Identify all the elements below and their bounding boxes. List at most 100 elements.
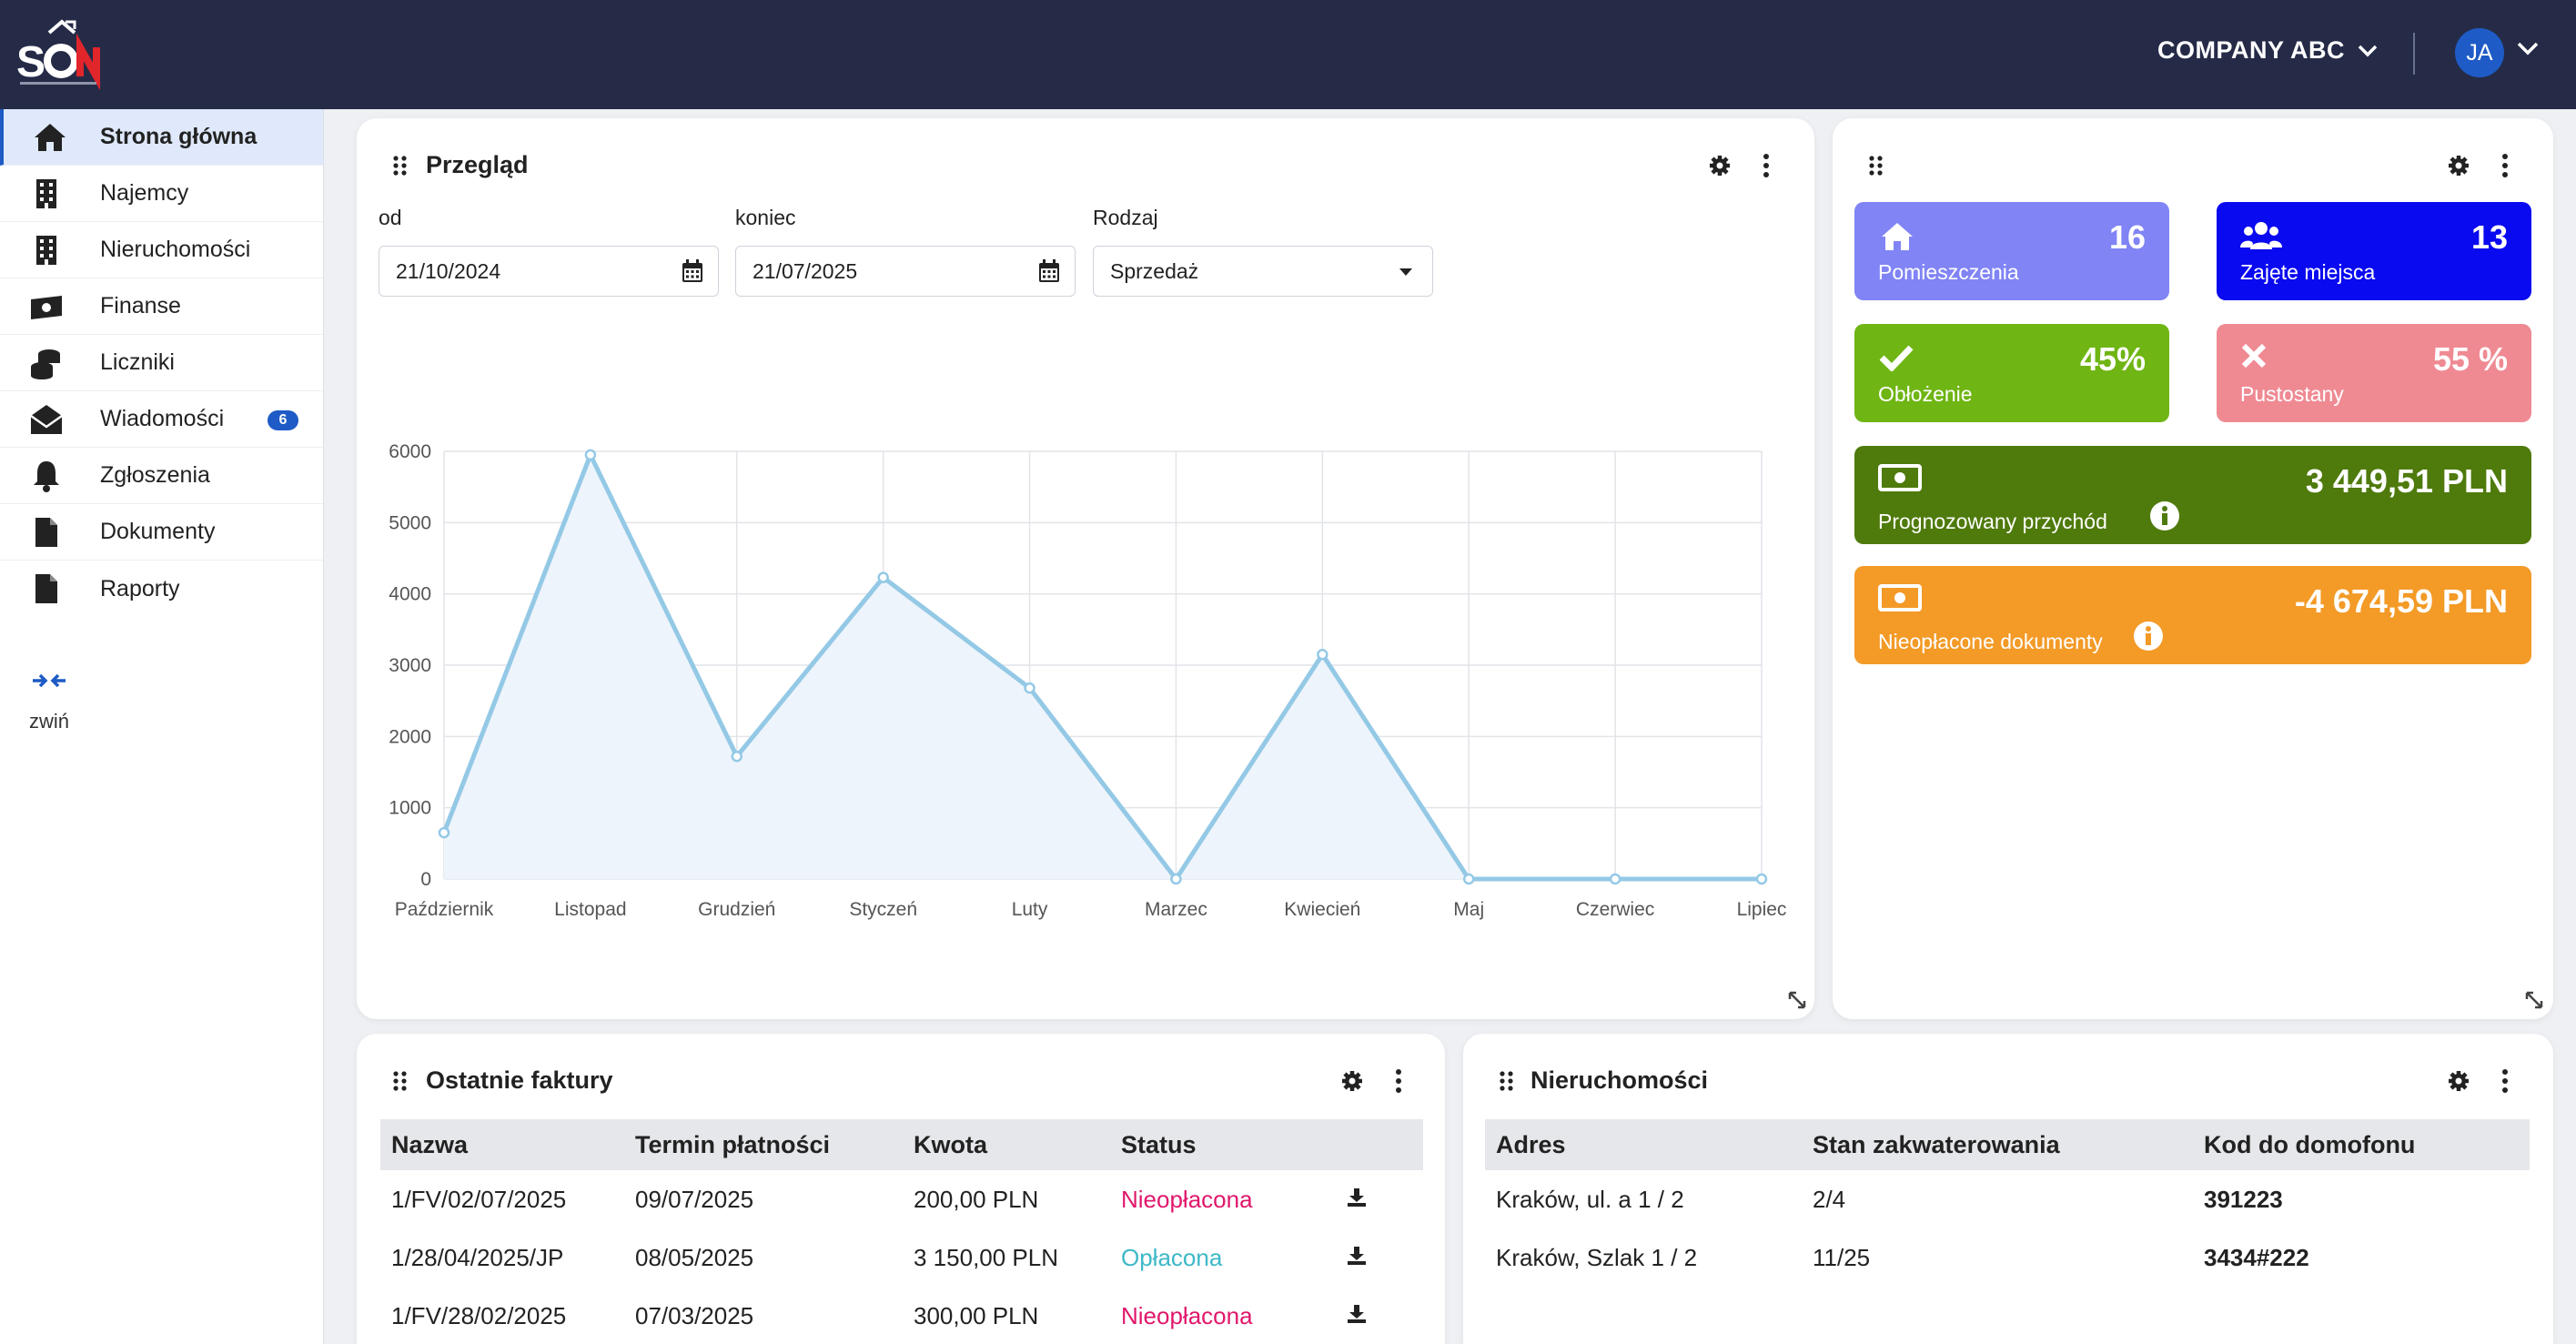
collapse-label[interactable]: zwiń [29,710,70,733]
y-tick-label: 2000 [389,726,431,747]
invoice-name: 1/28/04/2025/JP [391,1243,564,1271]
coins-icon [31,349,60,379]
column-header[interactable]: Stan zakwaterowania [1813,1119,2204,1170]
table-header-row: Adres Stan zakwaterowania Kod do domofon… [1485,1119,2530,1170]
occupied-value: 13 [2470,218,2508,256]
column-header[interactable]: Termin płatności [635,1119,914,1170]
to-date-value: 21/07/2025 [753,258,858,283]
chevron-down-icon[interactable] [2517,42,2539,56]
download-icon[interactable] [1347,1187,1367,1208]
table-row[interactable]: 1/FV/02/07/2025 09/07/2025 200,00 PLN Ni… [380,1170,1423,1228]
sidebar-item-messages[interactable]: Wiadomości 6 [0,391,323,448]
invoice-name: 1/FV/02/07/2025 [391,1185,567,1213]
forecast-revenue-value: 3 449,51 PLN [2305,462,2508,500]
table-row[interactable]: 1/FV/28/02/2025 07/03/2025 300,00 PLN Ni… [380,1287,1423,1344]
download-icon[interactable] [1347,1246,1367,1266]
kebab-menu-icon[interactable] [1394,1068,1403,1094]
gear-icon[interactable] [2448,1070,2470,1092]
overview-card: Przegląd od 21/10/2024 koniec 21/07/2025… [357,118,1814,1019]
invoice-status: Opłacona [1121,1243,1223,1271]
users-icon [2240,222,2282,249]
kebab-menu-icon[interactable] [2500,153,2510,178]
calendar-icon[interactable] [1038,259,1060,283]
invoice-due: 08/05/2025 [635,1243,754,1271]
card-title: Nieruchomości [1530,1066,1709,1094]
gear-icon[interactable] [1709,155,1731,177]
column-header[interactable]: Nazwa [380,1119,635,1170]
x-tick-label: Maj [1453,899,1484,920]
table-row[interactable]: Kraków, Szlak 1 / 2 11/25 3434#222 [1485,1228,2530,1287]
properties-table: Adres Stan zakwaterowania Kod do domofon… [1485,1119,2530,1287]
occupancy-tile[interactable]: 45% Obłożenie [1854,324,2169,422]
unpaid-documents-label: Nieopłacone dokumenty [1878,630,2103,653]
property-address: Kraków, ul. a 1 / 2 [1496,1185,1684,1213]
drag-handle-icon[interactable] [1500,1070,1514,1092]
download-cell [1347,1228,1423,1287]
sidebar-item-tenants[interactable]: Najemcy [0,166,323,222]
unpaid-documents-value: -4 674,59 PLN [2294,582,2508,620]
occupied-tile[interactable]: 13 Zajęte miejsca [2217,202,2531,300]
column-header[interactable]: Kwota [914,1119,1121,1170]
avatar[interactable]: JA [2455,28,2504,77]
forecast-revenue-tile[interactable]: 3 449,51 PLN Prognozowany przychód [1854,446,2531,544]
logo[interactable]: S [16,16,107,93]
resize-icon[interactable] [1787,990,1807,1010]
x-tick-label: Marzec [1145,899,1207,920]
gear-icon[interactable] [1341,1070,1363,1092]
collapse-arrows-icon[interactable] [31,672,67,690]
data-point [1170,873,1182,885]
from-label: od [379,206,402,229]
rooms-tile[interactable]: 16 Pomieszczenia [1854,202,2169,300]
to-date-input[interactable]: 21/07/2025 [735,246,1076,297]
drag-handle-icon[interactable] [393,1070,408,1092]
sidebar-item-meters[interactable]: Liczniki [0,335,323,391]
avatar-initials: JA [2466,39,2493,66]
drag-handle-icon[interactable] [1869,155,1884,177]
check-icon [1879,345,1914,371]
properties-card: Nieruchomości Adres Stan zakwaterowania … [1463,1034,2553,1344]
rooms-label: Pomieszczenia [1878,260,2019,284]
file-icon [35,574,57,603]
kebab-menu-icon[interactable] [1762,153,1771,178]
type-select[interactable]: Sprzedaż [1093,246,1433,297]
bell-icon [34,461,59,492]
table-row[interactable]: 1/28/04/2025/JP 08/05/2025 3 150,00 PLN … [380,1228,1423,1287]
money-icon [1878,584,1922,611]
column-header[interactable]: Adres [1485,1119,1813,1170]
column-header[interactable]: Status [1121,1119,1347,1170]
kebab-menu-icon[interactable] [2500,1068,2510,1094]
from-date-input[interactable]: 21/10/2024 [379,246,719,297]
info-icon[interactable] [2149,500,2180,531]
column-header[interactable]: Kod do domofonu [2204,1119,2530,1170]
drag-handle-icon[interactable] [393,155,408,177]
sidebar-item-documents[interactable]: Dokumenty [0,504,323,561]
y-tick-label: 6000 [389,441,431,462]
sidebar-item-label: Strona główna [100,124,258,149]
x-tick-label: Czerwiec [1576,899,1654,920]
file-icon [35,518,57,547]
chevron-down-icon [2358,45,2378,56]
unpaid-documents-tile[interactable]: -4 674,59 PLN Nieopłacone dokumenty [1854,566,2531,664]
x-tick-label: Styczeń [849,899,917,920]
gear-icon[interactable] [2448,155,2470,177]
sidebar-item-reports-issues[interactable]: Zgłoszenia [0,448,323,504]
download-icon[interactable] [1347,1304,1367,1324]
sidebar-item-properties[interactable]: Nieruchomości [0,222,323,278]
building-icon [36,179,56,208]
invoices-table: Nazwa Termin płatności Kwota Status 1/FV… [380,1119,1423,1344]
caret-down-icon [1399,268,1412,276]
sidebar-item-home[interactable]: Strona główna [0,109,323,166]
sidebar-item-finance[interactable]: Finanse [0,278,323,335]
table-row[interactable]: Kraków, ul. a 1 / 2 2/4 391223 [1485,1170,2530,1228]
svg-text:S: S [16,38,45,86]
company-selector[interactable]: COMPANY ABC [2157,36,2378,65]
property-address: Kraków, Szlak 1 / 2 [1496,1243,1698,1271]
resize-icon[interactable] [2524,990,2544,1010]
invoice-status: Nieopłacona [1121,1185,1253,1213]
vacancy-tile[interactable]: 55 % Pustostany [2217,324,2531,422]
sidebar-item-reports[interactable]: Raporty [0,561,323,617]
data-point [584,449,597,461]
calendar-icon[interactable] [682,259,703,283]
info-icon[interactable] [2133,621,2164,652]
invoices-card: Ostatnie faktury Nazwa Termin płatności … [357,1034,1445,1344]
